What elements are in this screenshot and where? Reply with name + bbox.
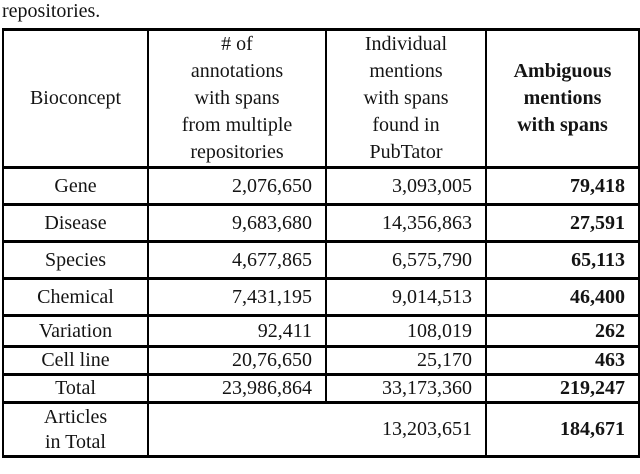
mentions-cell: 3,093,005 bbox=[325, 166, 487, 206]
table-row-disease: Disease 9,683,680 14,356,863 27,591 bbox=[2, 203, 640, 243]
ambiguous-cell: 65,113 bbox=[485, 240, 640, 280]
mentions-cell: 6,575,790 bbox=[325, 240, 487, 280]
mentions-cell: 108,019 bbox=[325, 314, 487, 348]
ambiguous-cell: 27,591 bbox=[485, 203, 640, 243]
annotations-cell: 4,677,865 bbox=[147, 240, 327, 280]
bioconcept-cell: Cell line bbox=[2, 345, 149, 376]
annotations-cell: 2,076,650 bbox=[147, 166, 327, 206]
bioconcept-cell: Species bbox=[2, 240, 149, 280]
ambiguous-cell: 262 bbox=[485, 314, 640, 348]
ambiguous-cell: 463 bbox=[485, 345, 640, 376]
bioconcept-cell: Variation bbox=[2, 314, 149, 348]
column-header-individual-mentions: Individual mentions with spans found in … bbox=[325, 28, 487, 169]
mentions-merged-cell: 13,203,651 bbox=[147, 401, 487, 458]
table-row-chemical: Chemical 7,431,195 9,014,513 46,400 bbox=[2, 277, 640, 317]
bioconcept-cell: Articles in Total bbox=[2, 401, 149, 458]
bioconcept-cell: Disease bbox=[2, 203, 149, 243]
bioconcept-cell: Chemical bbox=[2, 277, 149, 317]
mentions-cell: 9,014,513 bbox=[325, 277, 487, 317]
page-caption: repositories. bbox=[2, 0, 101, 22]
bioconcept-stats-table: Bioconcept # of annotations with spans f… bbox=[2, 28, 640, 458]
ambiguous-cell: 184,671 bbox=[485, 401, 640, 458]
ambiguous-cell: 79,418 bbox=[485, 166, 640, 206]
table-row-variation: Variation 92,411 108,019 262 bbox=[2, 314, 640, 348]
table-row-total: Total 23,986,864 33,173,360 219,247 bbox=[2, 373, 640, 404]
mentions-cell: 14,356,863 bbox=[325, 203, 487, 243]
annotations-cell: 92,411 bbox=[147, 314, 327, 348]
column-header-ambiguous-mentions: Ambiguous mentions with spans bbox=[485, 28, 640, 169]
annotations-cell: 20,76,650 bbox=[147, 345, 327, 376]
annotations-cell: 23,986,864 bbox=[147, 373, 327, 404]
table-row-gene: Gene 2,076,650 3,093,005 79,418 bbox=[2, 166, 640, 206]
table-row-species: Species 4,677,865 6,575,790 65,113 bbox=[2, 240, 640, 280]
ambiguous-cell: 46,400 bbox=[485, 277, 640, 317]
column-header-bioconcept: Bioconcept bbox=[2, 28, 149, 169]
ambiguous-cell: 219,247 bbox=[485, 373, 640, 404]
column-header-annotations: # of annotations with spans from multipl… bbox=[147, 28, 327, 169]
annotations-cell: 7,431,195 bbox=[147, 277, 327, 317]
mentions-cell: 25,170 bbox=[325, 345, 487, 376]
bioconcept-cell: Gene bbox=[2, 166, 149, 206]
header-row: Bioconcept # of annotations with spans f… bbox=[2, 28, 640, 169]
mentions-cell: 33,173,360 bbox=[325, 373, 487, 404]
table-row-articles-in-total: Articles in Total 13,203,651 184,671 bbox=[2, 401, 640, 458]
annotations-cell: 9,683,680 bbox=[147, 203, 327, 243]
table-row-cell-line: Cell line 20,76,650 25,170 463 bbox=[2, 345, 640, 376]
bioconcept-cell: Total bbox=[2, 373, 149, 404]
